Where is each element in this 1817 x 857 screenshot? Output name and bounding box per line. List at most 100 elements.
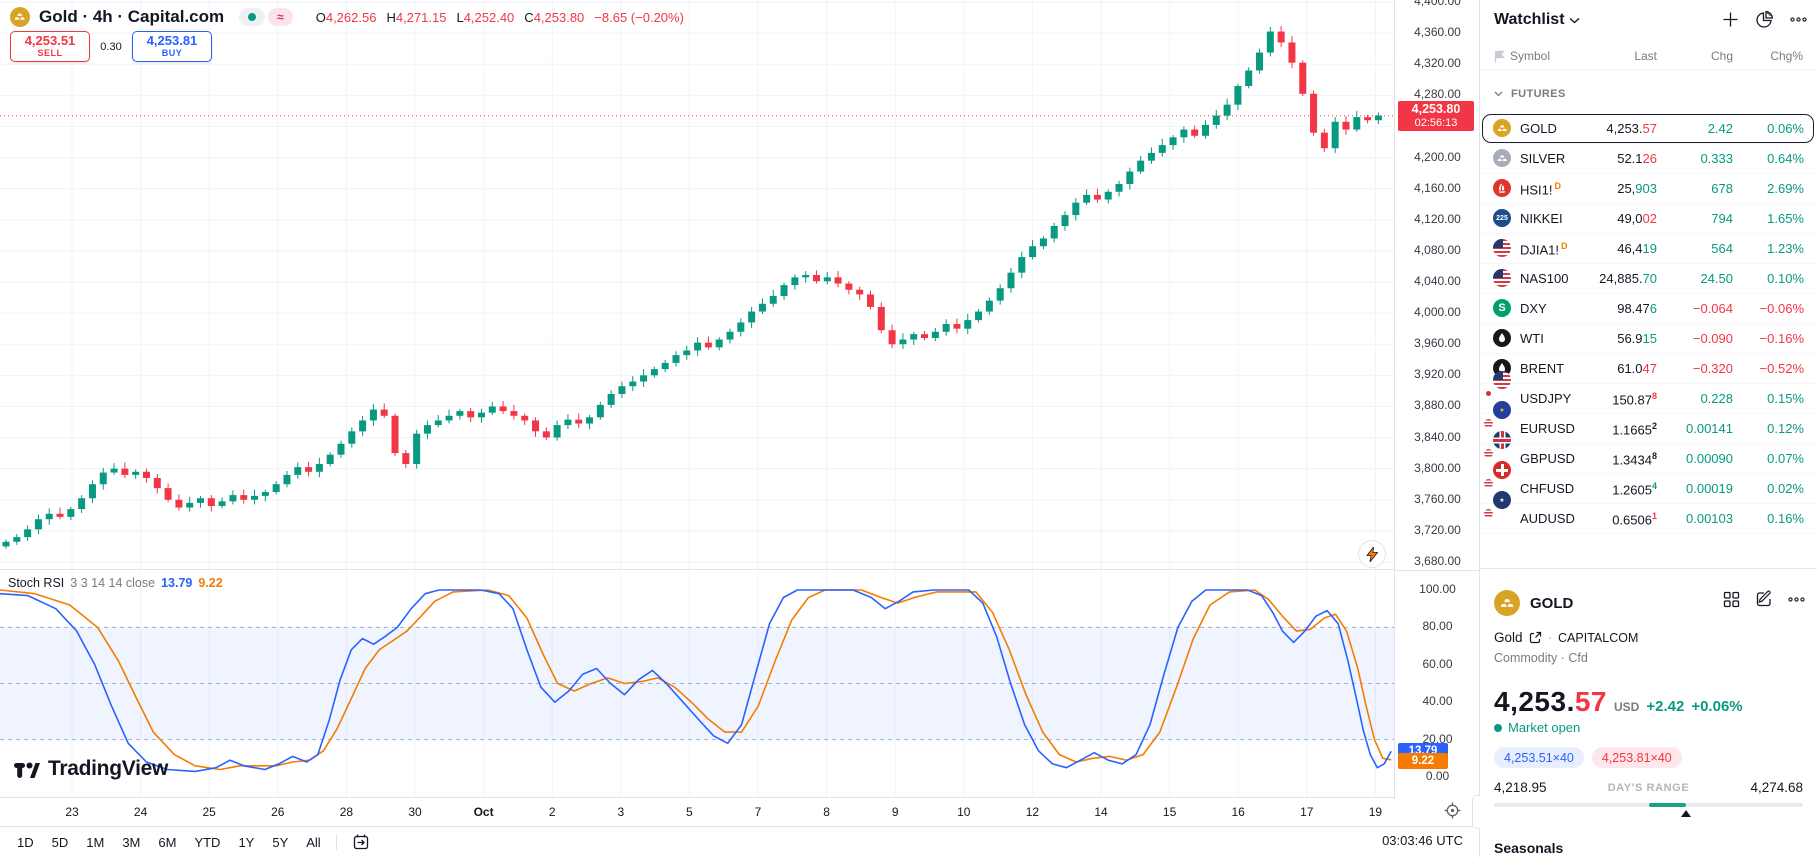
detail-symbol: GOLD	[1530, 594, 1574, 612]
column-symbol[interactable]: Symbol	[1510, 49, 1551, 63]
watchlist-menu[interactable]: Watchlist	[1494, 11, 1580, 29]
ohlc-readout: O4,262.56 H4,271.15 L4,252.40 C4,253.80 …	[316, 10, 684, 25]
watchlist-row-dxy[interactable]: S DXY 98.476 −0.064 −0.06%	[1480, 294, 1817, 324]
price-axis-label: 3,920.00	[1414, 367, 1461, 382]
scroll-to-recent-icon[interactable]	[1444, 802, 1461, 819]
go-to-date-button[interactable]	[343, 829, 379, 855]
chg-cell: −0.090	[1692, 331, 1733, 346]
plus-icon	[1723, 12, 1738, 27]
futures-section-header[interactable]: FUTURES	[1494, 88, 1566, 100]
range-button-1y[interactable]: 1Y	[238, 834, 255, 850]
flag-icon[interactable]	[1494, 50, 1505, 63]
symbol-name: BRENT	[1520, 361, 1565, 376]
watchlist-row-brent[interactable]: BRENT 61.047 −0.320 −0.52%	[1480, 354, 1817, 384]
range-button-ytd[interactable]: YTD	[194, 834, 221, 850]
pane-divider	[1395, 570, 1479, 571]
market-status-chip[interactable]	[239, 8, 266, 26]
bid-pill[interactable]: 4,253.51×40	[1494, 747, 1584, 768]
watchlist-row-nikkei[interactable]: 225 NIKKEI 49,002 794 1.65%	[1480, 204, 1817, 234]
watchlist-row-silver[interactable]: SILVER 52.126 0.333 0.64%	[1480, 144, 1817, 174]
tradingview-logo[interactable]: TradingView	[14, 757, 168, 781]
external-link-icon[interactable]	[1529, 631, 1542, 644]
range-button-3m[interactable]: 3M	[122, 834, 141, 850]
symbol-name: NIKKEI	[1520, 211, 1563, 226]
date-axis-label: 7	[754, 805, 762, 819]
symbol-name: GBPUSD	[1520, 451, 1575, 466]
last-cell: 49,002	[1617, 211, 1657, 226]
layout-grid-button[interactable]	[1723, 591, 1740, 608]
main-chart-pane[interactable]	[0, 0, 1394, 570]
column-chg[interactable]: Chg	[1710, 49, 1733, 63]
buy-button[interactable]: 4,253.81 BUY	[132, 31, 212, 62]
panel-collapse-handle[interactable]	[1472, 795, 1481, 829]
price-axis[interactable]: 4,253.80 02:56:13 13.79 9.22 4,400.00 4,3…	[1394, 0, 1479, 799]
last-price-tag: 4,253.80 02:56:13	[1398, 100, 1474, 131]
chart-title: Gold · 4h · Capital.com	[39, 7, 225, 26]
portfolio-button[interactable]	[1755, 10, 1774, 29]
seasonals-heading[interactable]: Seasonals	[1494, 840, 1564, 856]
chgpct-cell: 0.15%	[1767, 391, 1804, 406]
instant-trading-button[interactable]	[1358, 540, 1386, 568]
watchlist-row-djia1[interactable]: DJIA1! D 46,419 564 1.23%	[1480, 234, 1817, 264]
symbol-name: CHFUSD	[1520, 481, 1575, 496]
watchlist-row-wti[interactable]: WTI 56.915 −0.090 −0.16%	[1480, 324, 1817, 354]
detail-more-button[interactable]	[1788, 596, 1805, 602]
watchlist-actions	[1722, 10, 1807, 29]
range-button-1m[interactable]: 1M	[86, 834, 105, 850]
utc-clock[interactable]: 03:03:46 UTC	[1382, 833, 1463, 848]
price-axis-label: 3,680.00	[1414, 554, 1461, 568]
range-button-1d[interactable]: 1D	[17, 834, 34, 850]
gold-symbol-icon	[1493, 119, 1513, 139]
chg-cell: 0.00141	[1686, 421, 1733, 436]
watchlist-row-chfusd[interactable]: CHFUSD 1.26054 0.00019 0.02%	[1480, 461, 1817, 504]
add-symbol-button[interactable]	[1722, 11, 1739, 28]
last-cell: 0.65061	[1612, 511, 1657, 528]
approx-data-chip[interactable]: ≈	[268, 8, 293, 26]
sell-button[interactable]: 4,253.51 SELL	[10, 31, 90, 62]
detail-name[interactable]: Gold	[1494, 630, 1523, 645]
silver-symbol-icon	[1493, 149, 1513, 169]
pie-chart-icon	[1756, 10, 1773, 28]
stoch-k-value: 13.79	[161, 576, 193, 590]
chg-cell: 678	[1711, 181, 1733, 196]
ask-pill[interactable]: 4,253.81×40	[1591, 747, 1682, 768]
date-axis-label: 16	[1231, 805, 1245, 819]
date-axis-label: 28	[339, 805, 354, 819]
watchlist-row-gbpusd[interactable]: GBPUSD 1.34348 0.00090 0.07%	[1480, 431, 1817, 474]
stoch-axis-label: 80.00	[1422, 619, 1453, 634]
time-axis[interactable]: 23 24 25 26 28 30 Oct 2 3 5 7 8 9 10 12 14 15 16 17 19	[0, 799, 1394, 826]
gold-symbol-icon	[1494, 590, 1520, 616]
chgpct-cell: 0.07%	[1767, 451, 1804, 466]
date-axis-label: 17	[1300, 805, 1314, 819]
column-chgpct[interactable]: Chg%	[1770, 49, 1803, 63]
tradingview-mark-icon	[14, 762, 40, 778]
watchlist-row-usdjpy[interactable]: USDJPY 150.878 0.228 0.15%	[1480, 371, 1817, 414]
detail-price-main: 4,253.	[1494, 686, 1575, 717]
watchlist-row-eurusd[interactable]: ★ EURUSD 1.16652 0.00141 0.12%	[1480, 401, 1817, 444]
watchlist-column-headers: Symbol Last Chg Chg%	[1480, 44, 1817, 70]
price-axis-label: 3,720.00	[1414, 522, 1461, 537]
watchlist-row-audusd[interactable]: ★ AUDUSD 0.65061 0.00103 0.16%	[1480, 491, 1817, 534]
chart-column: Stoch RSI 3 3 14 14 close 13.79 9.22 Gol…	[0, 0, 1480, 857]
watchlist-row-nas100[interactable]: NAS100 24,885.70 24.50 0.10%	[1480, 264, 1817, 294]
range-button-5d[interactable]: 5D	[51, 834, 69, 850]
notes-button[interactable]	[1755, 590, 1773, 608]
chgpct-cell: 0.06%	[1767, 121, 1804, 136]
watchlist-row-hsi1[interactable]: HSI1! D 25,903 678 2.69%	[1480, 174, 1817, 204]
watchlist-more-button[interactable]	[1790, 17, 1807, 22]
candlestick-chart[interactable]	[0, 0, 1394, 569]
column-last[interactable]: Last	[1634, 49, 1657, 63]
sell-price: 4,253.51	[24, 33, 76, 48]
range-high: 4,274.68	[1750, 780, 1803, 795]
range-button-6m[interactable]: 6M	[158, 834, 177, 850]
open-label: O	[315, 9, 326, 25]
stoch-rsi-chart[interactable]	[0, 571, 1394, 797]
range-button-all[interactable]: All	[306, 834, 321, 850]
last-cell: 56.915	[1617, 331, 1657, 346]
grid-icon	[1723, 591, 1740, 607]
watchlist-row-gold[interactable]: GOLD 4,253.57 2.42 0.06%	[1480, 114, 1817, 144]
last-cell: 25,903	[1617, 181, 1657, 196]
chg-cell: 2.42	[1707, 121, 1733, 136]
range-button-5y[interactable]: 5Y	[272, 834, 289, 850]
stoch-rsi-pane[interactable]: Stoch RSI 3 3 14 14 close 13.79 9.22	[0, 571, 1394, 798]
